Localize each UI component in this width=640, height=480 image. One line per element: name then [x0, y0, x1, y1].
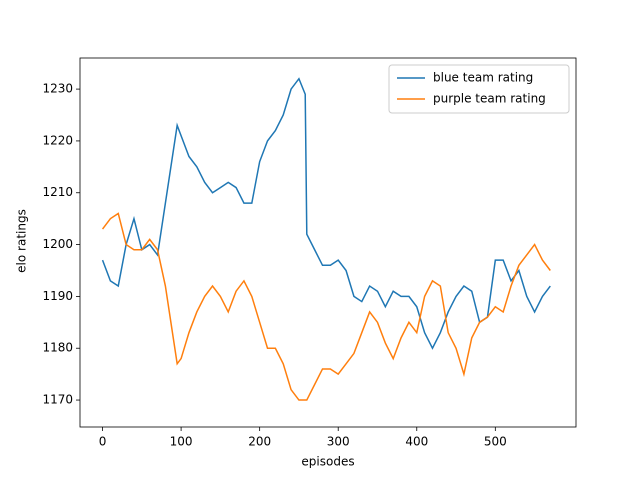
plot-frame — [79, 57, 577, 428]
legend-box — [388, 64, 570, 114]
x-axis-label: episodes — [301, 455, 354, 469]
legend-label: blue team rating — [433, 71, 533, 85]
x-tick-label: 100 — [170, 435, 193, 449]
y-tick-label: 1190 — [42, 289, 73, 303]
y-tick-label: 1220 — [42, 133, 73, 147]
y-axis-label: elo ratings — [15, 209, 29, 273]
line-series — [101, 212, 551, 401]
x-tick-label: 500 — [484, 435, 507, 449]
x-tick-label: 300 — [327, 435, 350, 449]
x-tick-label: 0 — [99, 435, 107, 449]
y-tick-label: 1230 — [42, 82, 73, 96]
legend: blue team rating purple team rating — [388, 64, 570, 114]
line-series — [101, 77, 551, 350]
y-tick-label: 1180 — [42, 341, 73, 355]
x-tick-label: 200 — [248, 435, 271, 449]
y-tick-label: 1200 — [42, 237, 73, 251]
y-tick-label: 1170 — [42, 393, 73, 407]
y-tick-label: 1210 — [42, 185, 73, 199]
legend-label: purple team rating — [433, 92, 546, 106]
x-tick-label: 400 — [405, 435, 428, 449]
